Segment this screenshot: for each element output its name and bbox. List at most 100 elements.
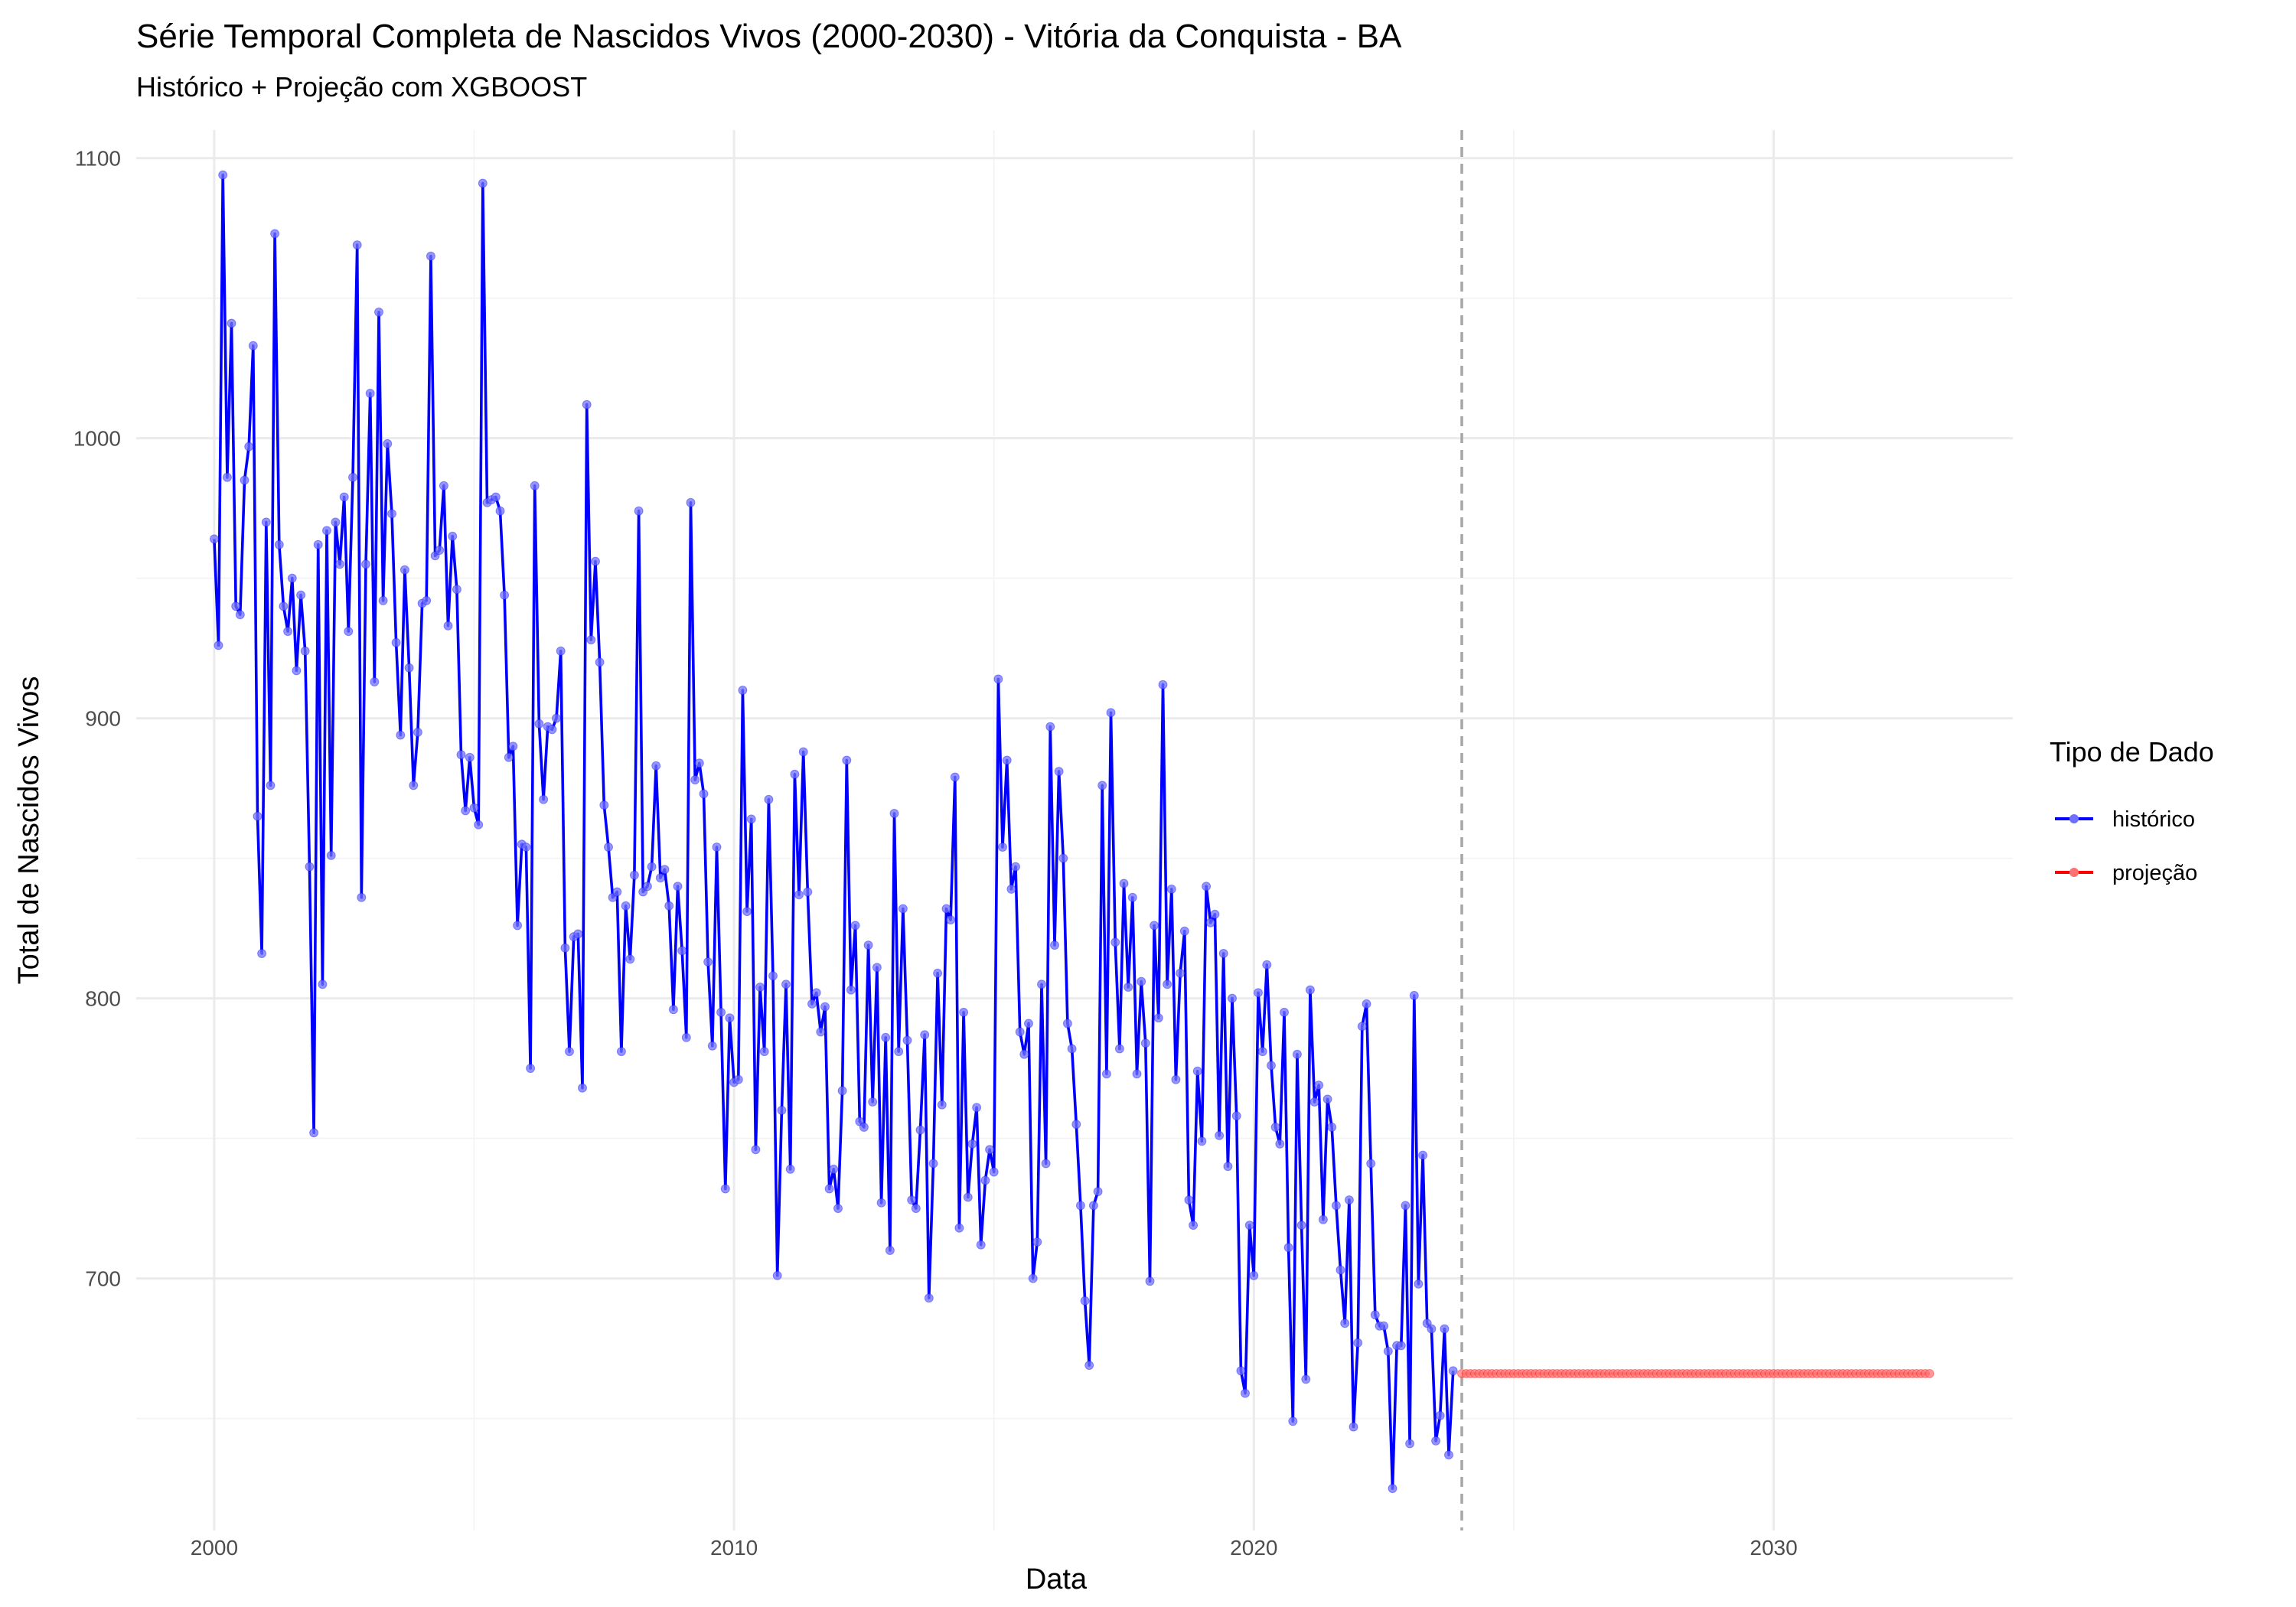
data-point — [253, 811, 263, 821]
y-axis-title: Total de Nascidos Vivos — [13, 676, 45, 985]
series-points-historico — [209, 170, 1458, 1494]
data-point — [915, 1125, 925, 1135]
data-point — [248, 341, 258, 350]
data-point — [1093, 1187, 1103, 1197]
data-point — [1228, 993, 1237, 1003]
data-point — [959, 1007, 969, 1017]
data-point — [980, 1175, 990, 1185]
data-point — [803, 887, 813, 897]
x-axis-title: Data — [1026, 1563, 1088, 1596]
data-point — [924, 1293, 934, 1303]
data-point — [435, 546, 445, 555]
data-point — [1370, 1310, 1380, 1320]
data-point — [1015, 1027, 1025, 1037]
chart-title: Série Temporal Completa de Nascidos Vivo… — [136, 18, 1402, 55]
data-point — [1002, 755, 1012, 765]
data-point — [842, 755, 852, 765]
data-point — [920, 1030, 930, 1040]
data-point — [1071, 1120, 1081, 1129]
data-point — [768, 971, 778, 981]
data-point — [1283, 1243, 1293, 1253]
data-point — [1210, 909, 1220, 919]
data-point — [993, 674, 1003, 684]
data-point — [902, 1035, 912, 1045]
data-point — [764, 794, 774, 804]
data-point — [1011, 862, 1020, 872]
data-point — [578, 1083, 587, 1093]
data-point — [1067, 1044, 1077, 1054]
data-point — [746, 814, 756, 824]
data-point — [582, 399, 592, 409]
data-point — [889, 809, 899, 818]
data-point — [1236, 1366, 1246, 1376]
data-point — [296, 590, 306, 600]
data-point — [1396, 1341, 1406, 1351]
data-point — [941, 904, 951, 914]
data-point — [1101, 1069, 1111, 1079]
data-point — [1124, 983, 1133, 992]
series-layer — [209, 170, 1935, 1494]
data-point — [270, 229, 280, 239]
data-point — [1318, 1214, 1328, 1224]
data-point — [829, 1164, 839, 1174]
data-point — [448, 531, 458, 541]
data-point — [300, 646, 310, 656]
data-point — [668, 1005, 678, 1015]
data-point — [240, 475, 249, 485]
data-point — [1037, 980, 1046, 989]
data-point — [772, 1270, 782, 1280]
data-point — [361, 559, 370, 569]
data-point — [1296, 1221, 1306, 1231]
data-point — [725, 1013, 735, 1023]
data-point — [1041, 1159, 1051, 1169]
data-point — [881, 1032, 891, 1042]
data-point — [621, 901, 631, 911]
data-point — [1205, 918, 1215, 927]
data-point — [946, 915, 956, 925]
data-point — [1006, 884, 1016, 894]
data-point — [1158, 680, 1168, 689]
x-axis-ticks: 2000 2010 2020 2030 — [191, 1536, 1798, 1560]
data-point — [1267, 1061, 1276, 1071]
data-point — [798, 747, 808, 757]
data-point — [963, 1192, 973, 1202]
data-point — [712, 843, 722, 852]
data-point — [928, 1159, 938, 1169]
data-point — [1270, 1123, 1280, 1132]
data-point — [456, 750, 466, 760]
data-point — [235, 610, 245, 620]
data-point — [1925, 1369, 1935, 1378]
data-point — [595, 657, 605, 667]
data-point — [279, 601, 289, 611]
data-point — [287, 573, 297, 583]
data-point — [495, 506, 505, 516]
data-point — [816, 1027, 826, 1037]
data-point — [231, 601, 241, 611]
data-point — [677, 946, 687, 956]
data-point — [1218, 949, 1228, 958]
data-point — [1045, 722, 1055, 732]
data-point — [1215, 1130, 1225, 1140]
data-point — [1292, 1049, 1302, 1059]
data-point — [1150, 921, 1159, 931]
data-point — [1249, 1270, 1259, 1280]
data-point — [1357, 1022, 1367, 1032]
data-point — [1176, 968, 1186, 978]
data-point — [811, 988, 821, 998]
data-point — [396, 730, 406, 740]
data-point — [443, 621, 453, 631]
data-point — [751, 1145, 761, 1155]
data-point — [833, 1204, 843, 1214]
data-point — [335, 559, 344, 569]
data-point — [859, 1123, 869, 1132]
data-point — [521, 843, 531, 852]
data-point — [1244, 1221, 1254, 1231]
data-point — [781, 980, 791, 989]
data-point — [365, 389, 375, 398]
x-tick-label: 2030 — [1750, 1536, 1797, 1560]
data-point — [257, 949, 267, 958]
data-point — [322, 526, 331, 536]
data-point — [547, 725, 557, 735]
data-point — [469, 803, 479, 813]
data-point — [616, 1047, 626, 1057]
